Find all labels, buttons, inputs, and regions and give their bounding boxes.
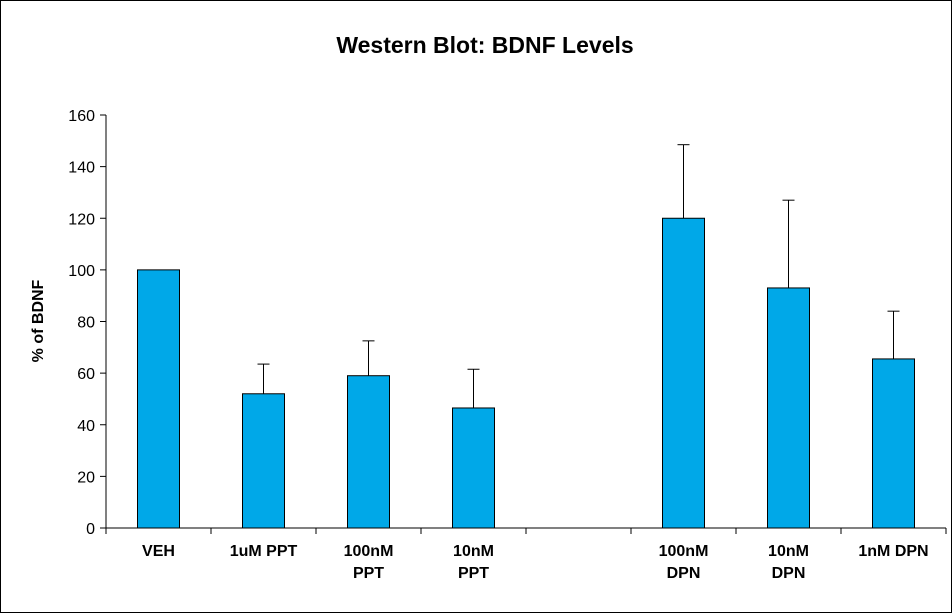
- bar: [347, 375, 390, 529]
- y-tick-label: 80: [77, 315, 95, 332]
- y-tick-label: 60: [77, 366, 95, 383]
- x-category-label: 100nM: [344, 543, 394, 560]
- y-tick-label: 140: [68, 160, 95, 177]
- x-category-label: PPT: [353, 565, 384, 582]
- y-axis-label: % of BDNF: [30, 279, 47, 362]
- y-tick-label: 40: [77, 418, 95, 435]
- x-category-label: DPN: [667, 565, 701, 582]
- y-tick-label: 20: [77, 469, 95, 486]
- bar: [662, 217, 705, 529]
- x-category-label: 1nM DPN: [858, 543, 928, 560]
- x-category-label: 1uM PPT: [230, 543, 298, 560]
- x-category-label: VEH: [142, 543, 175, 560]
- x-category-label: DPN: [772, 565, 806, 582]
- x-category-label: 100nM: [659, 543, 709, 560]
- bar: [872, 358, 915, 529]
- y-tick-label: 0: [86, 521, 95, 538]
- x-category-label: PPT: [458, 565, 489, 582]
- bar: [137, 269, 180, 529]
- y-tick-label: 120: [68, 211, 95, 228]
- y-tick-label: 100: [68, 263, 95, 280]
- chart-title: Western Blot: BDNF Levels: [336, 32, 633, 58]
- x-category-label: 10nM: [768, 543, 809, 560]
- y-tick-label: 160: [68, 108, 95, 125]
- bar: [767, 287, 810, 529]
- bar: [452, 407, 495, 529]
- x-category-label: 10nM: [453, 543, 494, 560]
- bar: [242, 393, 285, 529]
- plot-area: 0 20 40 60 80 100 120 140 160 VEH 1uM PPT 100nM PPT 1…: [68, 108, 947, 582]
